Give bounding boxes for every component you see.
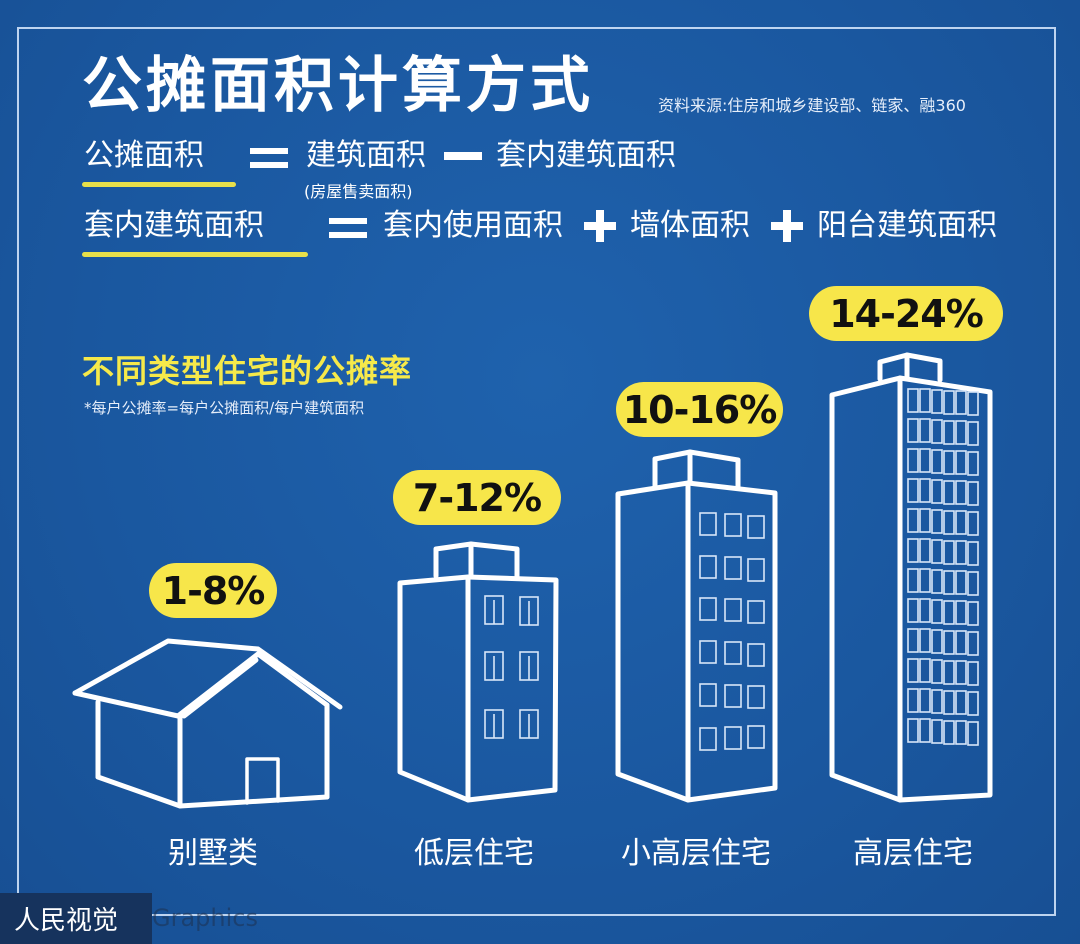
formula-2-term2: 墙体面积 — [630, 208, 750, 243]
equals-icon-bar — [329, 232, 367, 238]
watermark-background — [0, 893, 152, 944]
rate-badge-mid-rise: 10-16% — [616, 382, 783, 437]
watermark-text: 人民视觉 — [14, 906, 119, 936]
minus-icon — [444, 152, 482, 160]
section-title: 不同类型住宅的公摊率 — [82, 352, 413, 390]
high-rise-windows — [907, 388, 979, 746]
section-note: *每户公摊率=每户公摊面积/每户建筑面积 — [84, 399, 365, 417]
equals-icon — [250, 148, 288, 154]
low-rise-building-icon — [397, 541, 559, 803]
label-mid-rise: 小高层住宅 — [621, 836, 771, 871]
formula-2-lhs: 套内建筑面积 — [84, 208, 264, 243]
watermark-ghost-text: Graphics — [152, 904, 258, 932]
equals-icon-bar — [250, 162, 288, 168]
formula-1-term1: 建筑面积 — [306, 138, 426, 173]
label-low-rise: 低层住宅 — [414, 836, 534, 871]
formula-1-lhs: 公摊面积 — [84, 138, 204, 173]
house-icon — [72, 638, 343, 809]
formula-2-underline — [82, 252, 308, 257]
formula-1-underline — [82, 182, 236, 187]
label-high-rise: 高层住宅 — [853, 836, 973, 871]
mid-rise-windows — [699, 512, 765, 751]
formula-2-term3: 阳台建筑面积 — [817, 208, 997, 243]
blueprint-frame — [17, 27, 1056, 916]
low-rise-windows — [484, 595, 539, 739]
formula-1-term2: 套内建筑面积 — [496, 138, 676, 173]
label-villa: 别墅类 — [168, 836, 258, 871]
rate-badge-low-rise: 7-12% — [393, 470, 561, 525]
formula-1-term1-note: (房屋售卖面积) — [304, 182, 413, 201]
high-rise-building-icon — [829, 352, 993, 803]
formula-2-term1: 套内使用面积 — [383, 208, 563, 243]
rate-badge-high-rise: 14-24% — [809, 286, 1003, 341]
rate-badge-villa: 1-8% — [149, 563, 277, 618]
equals-icon — [329, 218, 367, 224]
plus-icon-vertical — [596, 210, 604, 242]
plus-icon-vertical — [783, 210, 791, 242]
window-grid — [484, 388, 979, 751]
mid-rise-building-icon — [615, 449, 778, 803]
page-title: 公摊面积计算方式 — [82, 51, 594, 121]
source-credit: 资料来源:住房和城乡建设部、链家、融360 — [658, 96, 966, 115]
